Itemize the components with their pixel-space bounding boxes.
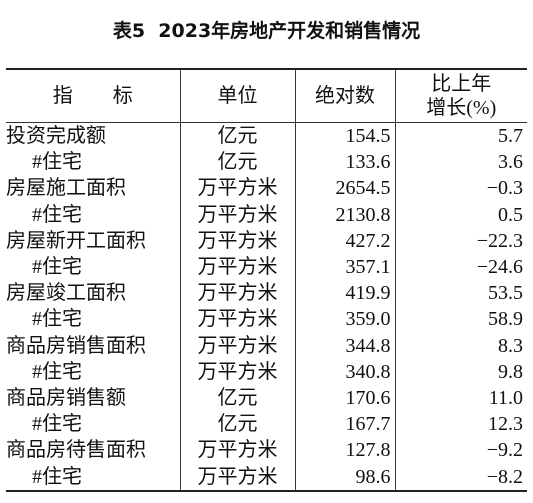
table-row: #住宅 万平方米 357.1 −24.6 <box>6 253 527 281</box>
table-body: 投资完成额 亿元 154.5 5.7 #住宅 亿元 133.6 3.6 房屋施工面积 万平方米 26… <box>6 122 527 491</box>
table-row: #住宅 亿元 167.7 12.3 <box>6 411 527 438</box>
growth-cell: −8.2 <box>394 463 527 491</box>
table-row: 商品房销售面积 万平方米 344.8 8.3 <box>6 332 527 359</box>
growth-cell: 12.3 <box>394 411 527 438</box>
indicator-cell: #住宅 <box>32 151 82 174</box>
growth-cell: 11.0 <box>394 384 527 412</box>
value-cell: 133.6 <box>294 149 395 176</box>
unit-cell: 万平方米 <box>179 227 295 254</box>
growth-cell: 9.8 <box>394 358 527 385</box>
value-cell: 167.7 <box>294 411 395 438</box>
growth-cell: 53.5 <box>394 280 527 307</box>
growth-cell: 5.7 <box>394 122 527 150</box>
header-cell: 指 标 <box>6 69 180 123</box>
unit-cell: 万平方米 <box>179 332 295 359</box>
table-row: 房屋施工面积 万平方米 2654.5 −0.3 <box>6 175 527 202</box>
unit-cell: 万平方米 <box>179 280 295 307</box>
unit-cell: 亿元 <box>179 149 295 176</box>
indicator-cell: 房屋竣工面积 <box>6 282 126 305</box>
data-table: 指 标单位 绝对数 比上年 增长(%) 投资完成额 亿元 154.5 5.7 #住宅 亿元 133… <box>6 68 527 492</box>
value-cell: 98.6 <box>294 463 395 491</box>
table-title: 表5 2023年房地产开发和销售情况 <box>112 20 421 42</box>
value-cell: 427.2 <box>294 227 395 254</box>
indicator-cell: #住宅 <box>32 308 82 331</box>
table-row: 房屋新开工面积 万平方米 427.2 −22.3 <box>6 227 527 254</box>
header-line: 比上年 <box>431 73 492 95</box>
indicator-cell: #住宅 <box>32 413 82 436</box>
table-row: 投资完成额 亿元 154.5 5.7 <box>6 122 527 150</box>
unit-cell: 万平方米 <box>179 358 295 385</box>
growth-cell: −0.3 <box>394 175 527 202</box>
growth-cell: 3.6 <box>394 149 527 176</box>
indicator-cell: 房屋新开工面积 <box>6 229 146 252</box>
header-line: 增长(%) <box>426 97 497 119</box>
indicator-cell: 商品房销售面积 <box>6 334 146 357</box>
table-row: #住宅 万平方米 2130.8 0.5 <box>6 201 527 228</box>
indicator-cell: 商品房销售额 <box>6 386 126 409</box>
value-cell: 127.8 <box>294 437 395 464</box>
value-cell: 154.5 <box>294 122 395 150</box>
indicator-cell: 房屋施工面积 <box>6 177 126 200</box>
table-row: 商品房待售面积 万平方米 127.8 −9.2 <box>6 437 527 464</box>
value-cell: 170.6 <box>294 384 395 412</box>
growth-cell: 0.5 <box>394 201 527 228</box>
table-row: 房屋竣工面积 万平方米 419.9 53.5 <box>6 280 527 307</box>
indicator-cell: #住宅 <box>32 203 82 226</box>
growth-cell: −22.3 <box>394 227 527 254</box>
header-row: 指 标单位 绝对数 比上年 增长(%) <box>6 69 527 123</box>
table-row: #住宅 亿元 133.6 3.6 <box>6 149 527 176</box>
unit-cell: 亿元 <box>179 411 295 438</box>
unit-cell: 万平方米 <box>179 201 295 228</box>
unit-cell: 万平方米 <box>179 175 295 202</box>
growth-cell: 58.9 <box>394 306 527 333</box>
table-row: #住宅 万平方米 359.0 58.9 <box>6 306 527 333</box>
unit-cell: 万平方米 <box>179 463 295 491</box>
value-cell: 344.8 <box>294 332 395 359</box>
unit-cell: 亿元 <box>179 384 295 412</box>
value-cell: 419.9 <box>294 280 395 307</box>
indicator-cell: 商品房待售面积 <box>6 439 146 462</box>
value-cell: 340.8 <box>294 358 395 385</box>
indicator-cell: #住宅 <box>32 465 82 488</box>
value-cell: 2130.8 <box>294 201 395 228</box>
unit-cell: 万平方米 <box>179 306 295 333</box>
header-cell: 单位 <box>179 69 295 123</box>
growth-cell: 8.3 <box>394 332 527 359</box>
unit-cell: 亿元 <box>179 122 295 150</box>
indicator-cell: 投资完成额 <box>6 125 106 148</box>
indicator-cell: #住宅 <box>32 256 82 279</box>
unit-cell: 万平方米 <box>179 437 295 464</box>
growth-cell: −24.6 <box>394 253 527 281</box>
indicator-cell: #住宅 <box>32 360 82 383</box>
table-row: #住宅 万平方米 98.6 −8.2 <box>6 463 527 491</box>
growth-cell: −9.2 <box>394 437 527 464</box>
header-cell: 绝对数 <box>294 69 395 123</box>
unit-cell: 万平方米 <box>179 253 295 281</box>
table-row: 商品房销售额 亿元 170.6 11.0 <box>6 384 527 412</box>
value-cell: 359.0 <box>294 306 395 333</box>
value-cell: 2654.5 <box>294 175 395 202</box>
value-cell: 357.1 <box>294 253 395 281</box>
header-cell: 比上年 增长(%) <box>394 69 527 123</box>
table-row: #住宅 万平方米 340.8 9.8 <box>6 358 527 385</box>
